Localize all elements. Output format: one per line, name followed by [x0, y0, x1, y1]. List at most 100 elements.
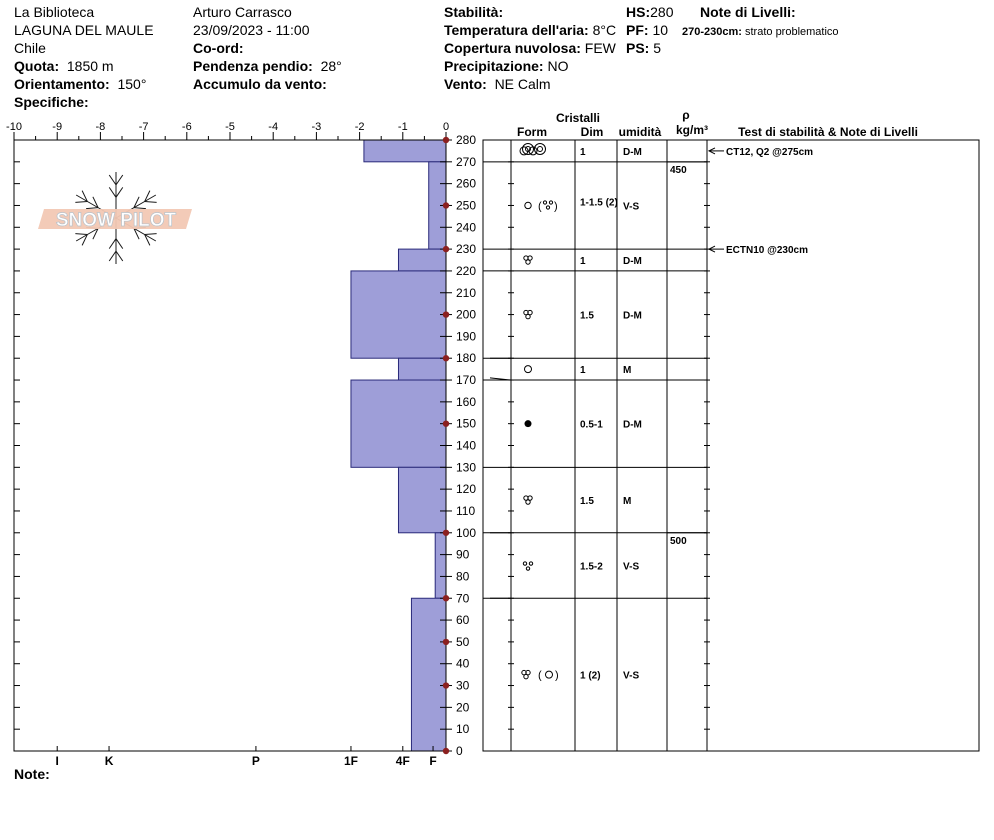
- paren-icon: (: [538, 200, 542, 212]
- aspect-value: 150°: [117, 76, 147, 92]
- layer-moisture: V-S: [623, 671, 639, 682]
- y-tick-label: 40: [456, 657, 470, 671]
- snow-height-label: HS:: [626, 4, 651, 20]
- y-tick-label: 260: [456, 177, 476, 191]
- hardness-bar: [397, 248, 447, 272]
- wind: Vento: NE Calm: [444, 75, 551, 93]
- snowflake-branch: [92, 196, 99, 208]
- temperature-point: [442, 638, 450, 646]
- surface-rounds-icon: [522, 143, 546, 155]
- y-tick-label: 220: [456, 264, 476, 278]
- y-tick-label: 120: [456, 482, 476, 496]
- y-tick-label: 240: [456, 220, 476, 234]
- site-name: La Biblioteca: [14, 4, 95, 20]
- snowflake-branch: [133, 196, 140, 208]
- crystal-round-icon: [524, 365, 532, 374]
- y-tick-label: 250: [456, 198, 476, 212]
- snowflake-branch: [115, 238, 124, 249]
- facet-grain-icon: [548, 200, 554, 205]
- hardness-bar: [350, 270, 447, 359]
- snowflake-branch: [133, 207, 146, 210]
- y-tick-label: 130: [456, 460, 476, 474]
- round-grain-icon: [545, 670, 553, 679]
- elevation: Quota: 1850 m: [14, 57, 114, 75]
- wind-value: NE Calm: [494, 76, 551, 92]
- table-headers: Cristalli Form Dim umidità ρ kg/m³ Test …: [517, 108, 918, 139]
- crystal-melt-icon: [523, 309, 533, 320]
- density-value: 500: [670, 536, 687, 547]
- y-tick-label: 190: [456, 329, 476, 343]
- aspect-label: Orientamento:: [14, 76, 110, 92]
- temperature-point: [442, 682, 450, 689]
- density-unit-header: kg/m³: [676, 123, 708, 137]
- y-tick-label: 60: [456, 613, 470, 627]
- hardness-bar: [363, 139, 447, 163]
- x-tick-label: -7: [139, 121, 149, 133]
- layer-size: 1-1.5 (2): [580, 197, 618, 208]
- tests-header: Test di stabilità & Note di Livelli: [738, 125, 918, 139]
- x-tick-label: -8: [96, 121, 106, 133]
- snowflake-branch: [144, 234, 151, 246]
- temperature-point: [442, 355, 450, 362]
- ice-grain-icon: [524, 420, 532, 428]
- melt-grain-icon: [525, 313, 531, 320]
- layer-notes: Note di Livelli:: [700, 3, 796, 21]
- temperature-point: [442, 529, 450, 536]
- x-tick-label: -1: [398, 121, 408, 133]
- observation-datetime: 23/09/2023 - 11:00: [193, 22, 310, 38]
- crystal-round-facet-icon: (): [524, 200, 558, 212]
- ski-penetration-value: 5: [653, 40, 662, 56]
- temperature-point: [442, 595, 450, 602]
- x-tick-label: -3: [312, 121, 322, 133]
- hardness-label: 4F: [396, 754, 410, 768]
- profile-axes: -10 -9 -8 -7 -6 -5 -4 -3 -2 -1 0010203040506070809…: [6, 121, 980, 768]
- snowflake-branch: [92, 228, 99, 240]
- arrow-left-icon: [707, 245, 716, 253]
- y-tick-label: 180: [456, 351, 476, 365]
- layer-moisture: V-S: [623, 201, 639, 212]
- x-tick-label: -9: [52, 121, 62, 133]
- hardness-bar: [434, 532, 447, 599]
- layer-size: 1 (2): [580, 671, 601, 682]
- round-grain-icon: [522, 143, 534, 155]
- snowflake-branch: [81, 190, 88, 202]
- air-temperature-label: Temperatura dell'aria:: [444, 22, 589, 38]
- snowflake-branch: [75, 200, 88, 203]
- melt-grain-icon: [525, 499, 531, 505]
- snowflake-branch: [115, 250, 124, 262]
- snowflake-branch: [108, 174, 117, 186]
- crystal-ice-icon: [524, 420, 532, 428]
- y-tick-label: 160: [456, 395, 476, 409]
- x-tick-label: -6: [182, 121, 192, 133]
- y-tick-label: 10: [456, 722, 470, 736]
- coords: Co-ord:: [193, 39, 244, 57]
- layer-moisture: D-M: [623, 256, 642, 267]
- ram-penetration-label: PF:: [626, 22, 649, 38]
- layer-size: 1.5: [580, 311, 594, 322]
- arrow-left-icon: [707, 147, 716, 155]
- layer-size: 1.5-2: [580, 562, 603, 573]
- layer-note-text: strato problematico: [745, 26, 839, 38]
- air-temperature: Temperatura dell'aria: 8°C: [444, 21, 616, 39]
- wind-loading: Accumulo da vento:: [193, 75, 327, 93]
- round-grain-icon: [534, 143, 546, 155]
- layer-moisture: D-M: [623, 147, 642, 158]
- layer-moisture: V-S: [623, 562, 639, 573]
- layer-size: 0.5-1: [580, 420, 603, 431]
- snowflake-branch: [86, 207, 99, 210]
- y-tick-label: 270: [456, 155, 476, 169]
- form-header: Form: [517, 125, 547, 139]
- elevation-label: Quota:: [14, 58, 60, 74]
- slope: Pendenza pendio: 28°: [193, 57, 342, 75]
- rho-header: ρ: [682, 108, 689, 122]
- temperature-point: [442, 420, 450, 427]
- layer-moisture: M: [623, 365, 631, 376]
- layer-size: 1: [580, 256, 586, 267]
- sky-cover-value: FEW: [584, 40, 616, 56]
- temperature-point: [442, 311, 450, 318]
- y-tick-label: 280: [456, 133, 476, 147]
- y-tick-label: 170: [456, 373, 476, 387]
- wind-label: Vento:: [444, 76, 487, 92]
- logo-band: [38, 209, 192, 229]
- hardness-bar: [410, 597, 447, 752]
